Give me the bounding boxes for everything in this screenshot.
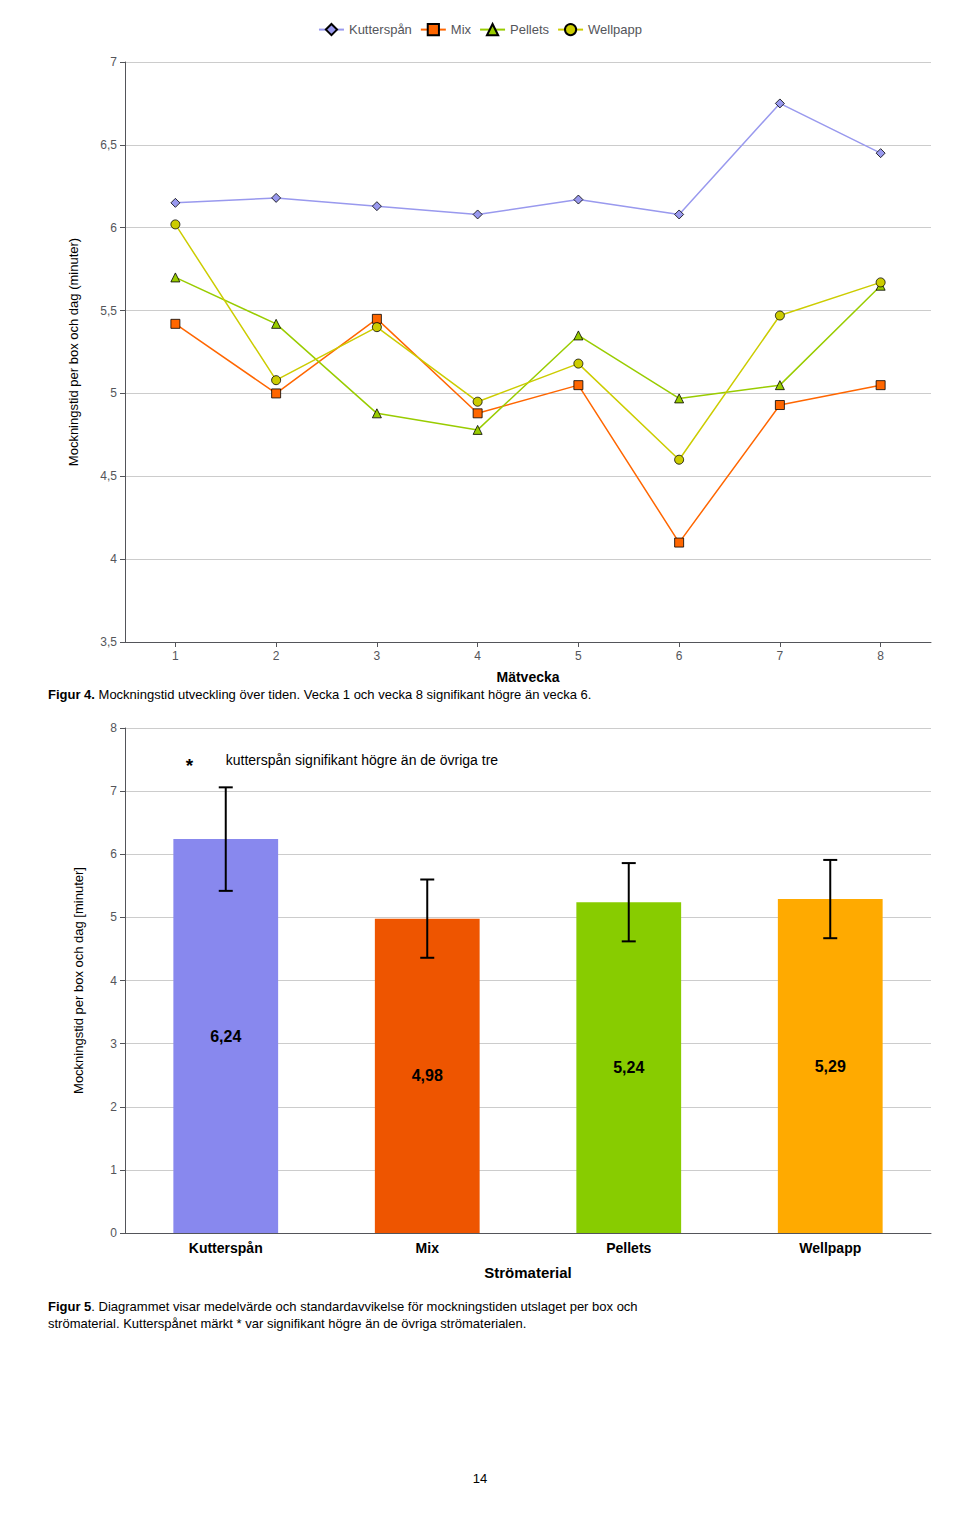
svg-text:0: 0 [110,1226,117,1240]
svg-text:Pellets: Pellets [606,1240,651,1256]
svg-text:4,98: 4,98 [412,1067,443,1084]
svg-text:3,5: 3,5 [100,635,117,649]
svg-text:Mockningstid per box och dag [: Mockningstid per box och dag [minuter] [71,867,86,1094]
svg-text:4,5: 4,5 [100,469,117,483]
svg-text:Mix: Mix [416,1240,440,1256]
svg-text:Kutterspån: Kutterspån [189,1240,263,1256]
svg-text:6,24: 6,24 [210,1028,241,1045]
svg-text:2: 2 [110,1100,117,1114]
svg-text:6: 6 [110,221,117,235]
svg-text:3: 3 [110,1037,117,1051]
svg-text:Strömaterial: Strömaterial [484,1264,572,1281]
svg-text:3: 3 [374,649,381,663]
svg-text:Pellets: Pellets [510,22,550,37]
svg-text:5,29: 5,29 [815,1058,846,1075]
svg-text:7: 7 [777,649,784,663]
svg-text:4: 4 [474,649,481,663]
svg-text:Mix: Mix [451,22,472,37]
svg-text:1: 1 [172,649,179,663]
svg-text:5: 5 [110,910,117,924]
svg-text:5,5: 5,5 [100,304,117,318]
svg-text:Kutterspån: Kutterspån [349,22,412,37]
svg-text:Wellpapp: Wellpapp [799,1240,861,1256]
svg-text:Mätvecka: Mätvecka [496,669,559,685]
svg-text:Wellpapp: Wellpapp [588,22,642,37]
svg-text:6: 6 [110,847,117,861]
svg-text:4: 4 [110,974,117,988]
svg-text:. Diagrammet visar medelvärde: . Diagrammet visar medelvärde och standa… [91,1299,637,1314]
svg-text:5: 5 [110,386,117,400]
svg-text:5,24: 5,24 [613,1059,644,1076]
svg-text:kutterspån signifikant högre ä: kutterspån signifikant högre än de övrig… [226,752,499,768]
svg-text:6: 6 [676,649,683,663]
svg-text:Figur 5: Figur 5 [48,1299,91,1314]
svg-text:Mockningstid per box och dag (: Mockningstid per box och dag (minuter) [66,238,81,466]
svg-text:14: 14 [473,1471,487,1486]
svg-text:7: 7 [110,784,117,798]
svg-text:6,5: 6,5 [100,138,117,152]
svg-text:2: 2 [273,649,280,663]
svg-text:8: 8 [877,649,884,663]
svg-text:7: 7 [110,55,117,69]
svg-text:1: 1 [110,1163,117,1177]
svg-text:5: 5 [575,649,582,663]
svg-text:Figur 4.: Figur 4. [48,687,95,702]
svg-text:strömaterial. Kutterspånet mär: strömaterial. Kutterspånet märkt * var s… [48,1316,526,1331]
svg-text:Mockningstid utveckling över t: Mockningstid utveckling över tiden. Veck… [95,687,591,702]
svg-text:8: 8 [110,721,117,735]
svg-text:4: 4 [110,552,117,566]
svg-text:*: * [186,755,194,776]
